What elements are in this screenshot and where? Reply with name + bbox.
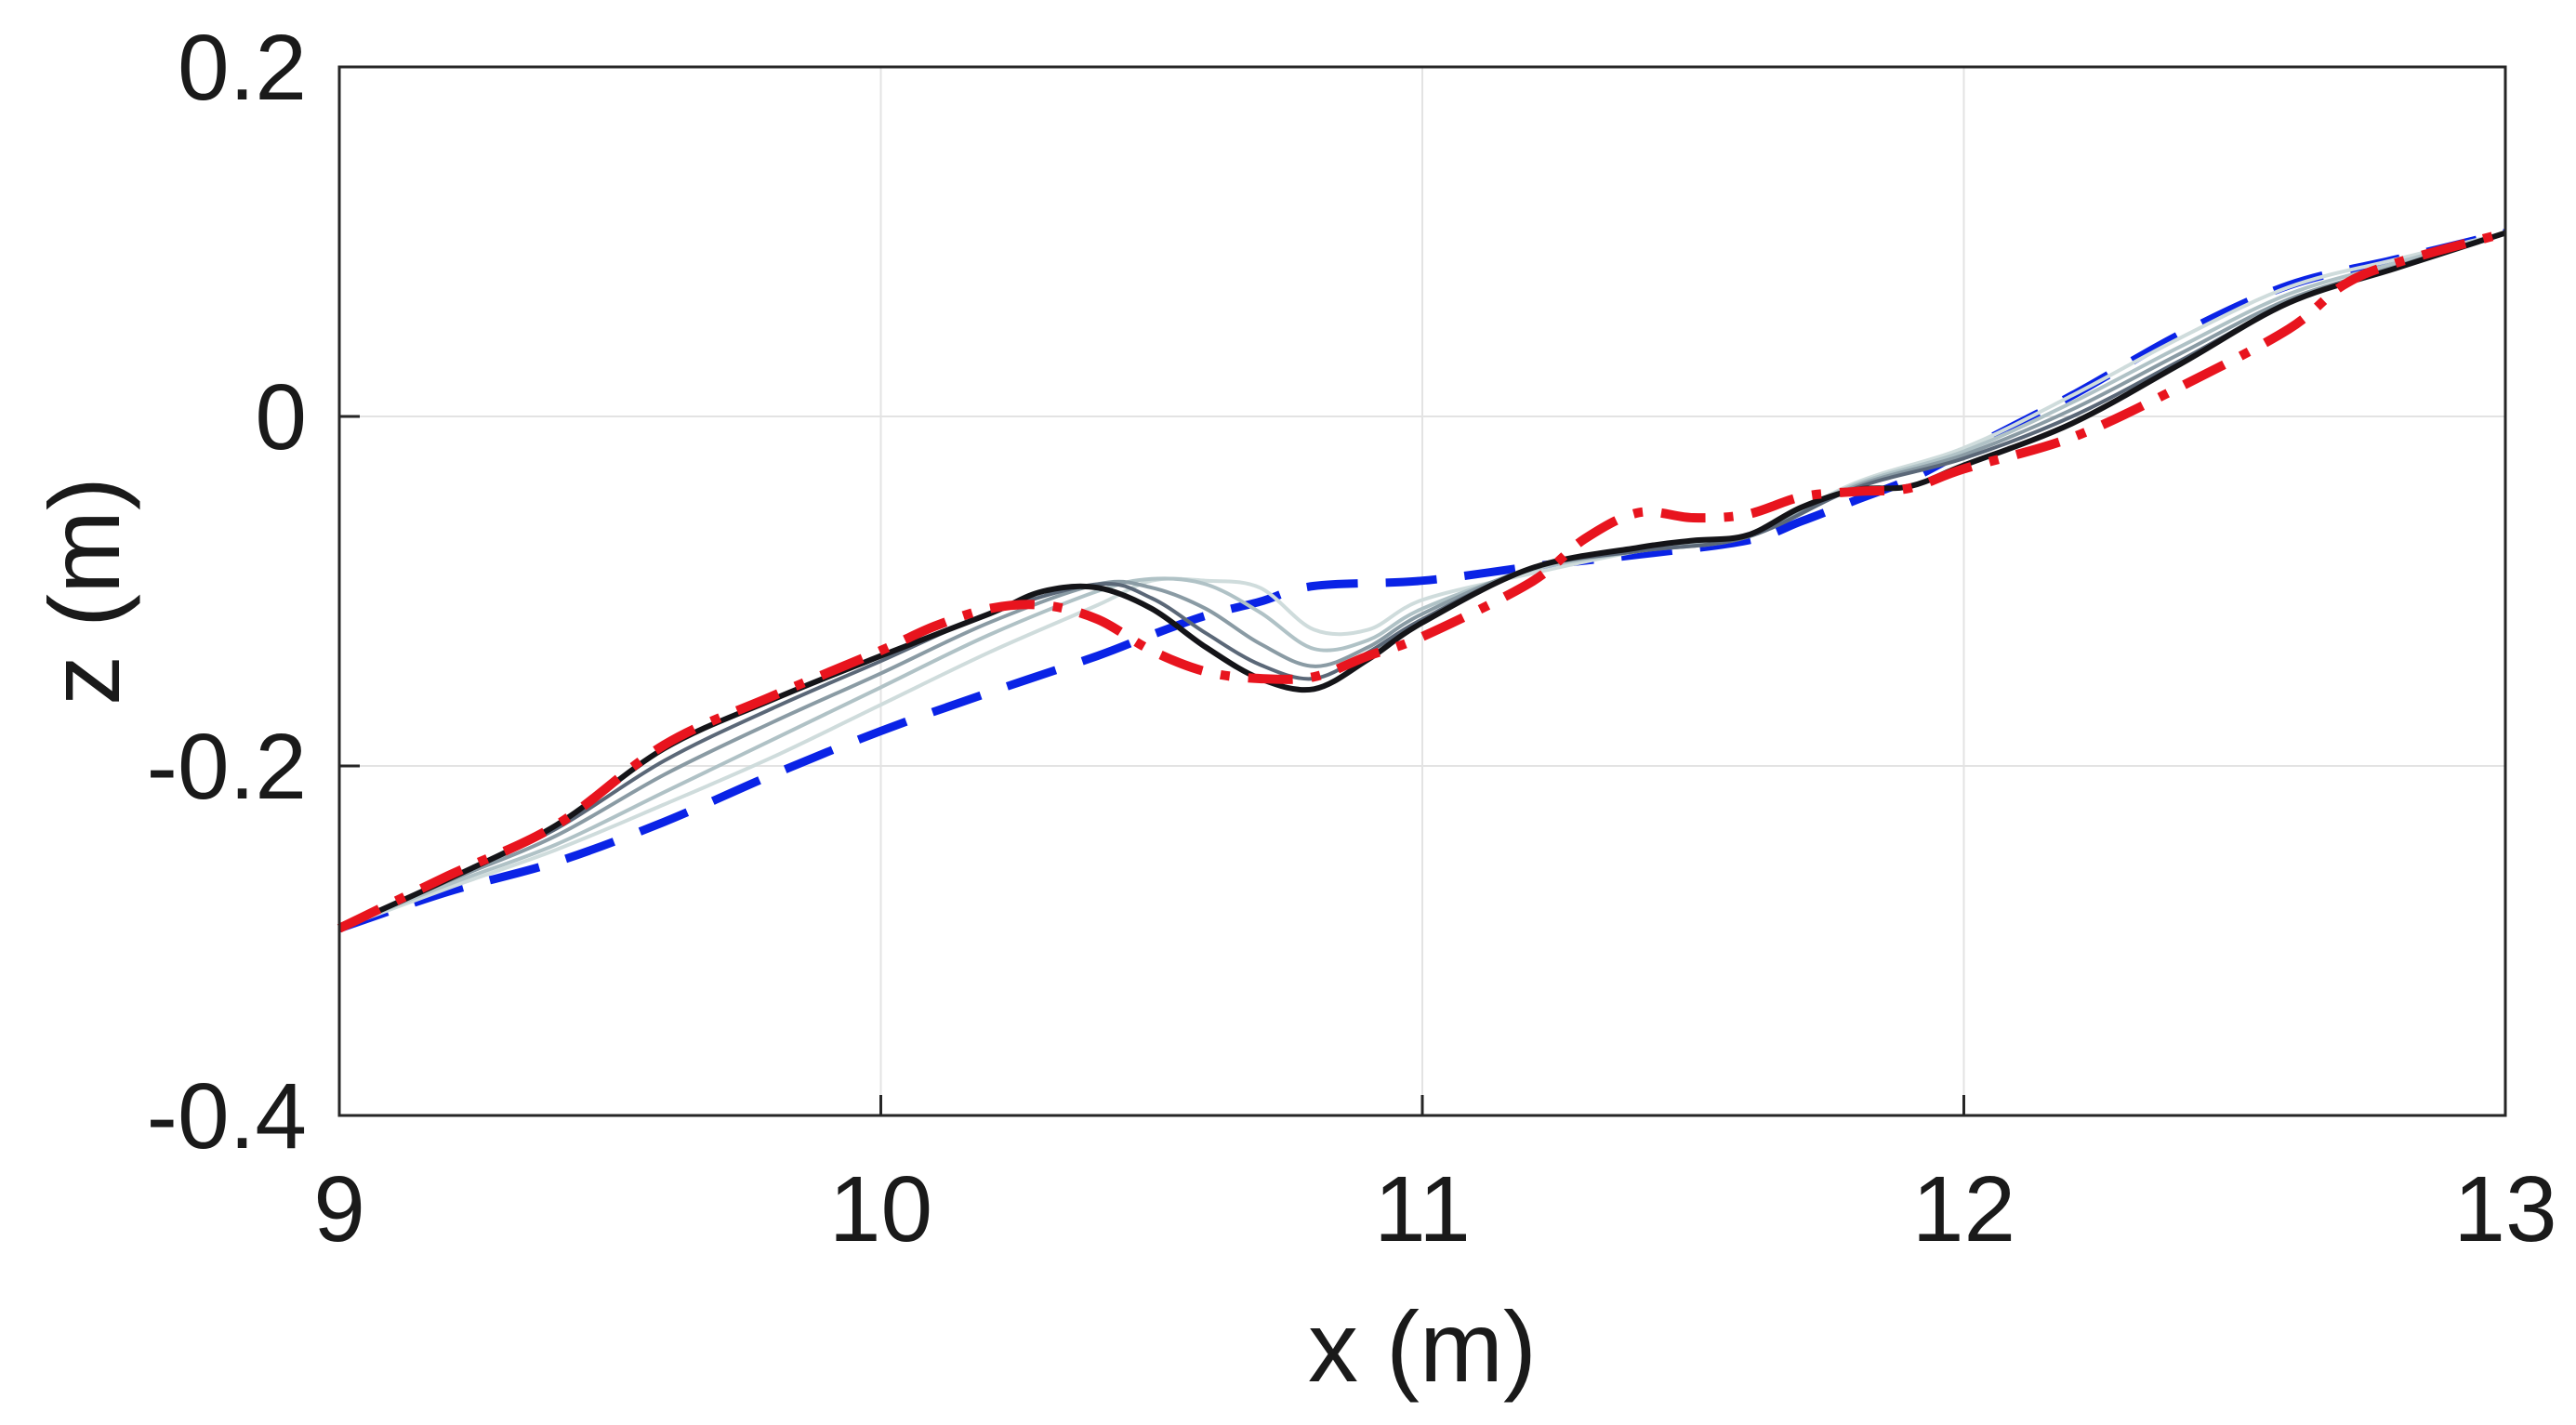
x-tick-label: 10 [829, 1157, 932, 1261]
x-axis-title: x (m) [1308, 1290, 1537, 1403]
y-axis-title: z (m) [28, 477, 140, 706]
series-line-3 [338, 231, 2506, 930]
x-tick-label: 13 [2453, 1157, 2556, 1261]
y-tick-label: -0.4 [147, 1064, 307, 1168]
x-tick-label: 11 [1374, 1157, 1471, 1261]
y-tick-label: -0.2 [147, 715, 307, 819]
y-tick-label: 0.2 [178, 16, 307, 120]
x-tick-label: 9 [313, 1157, 365, 1261]
series-group [337, 228, 2507, 933]
series-line-1 [338, 231, 2506, 930]
series-line-6 [337, 228, 2507, 933]
series-line-2 [338, 231, 2506, 930]
x-tick-label: 12 [1912, 1157, 2015, 1261]
axis-ticks: 9 10 11 12 13 -0.4 -0.2 0 0.2 [147, 16, 2557, 1261]
y-tick-label: 0 [255, 365, 307, 469]
